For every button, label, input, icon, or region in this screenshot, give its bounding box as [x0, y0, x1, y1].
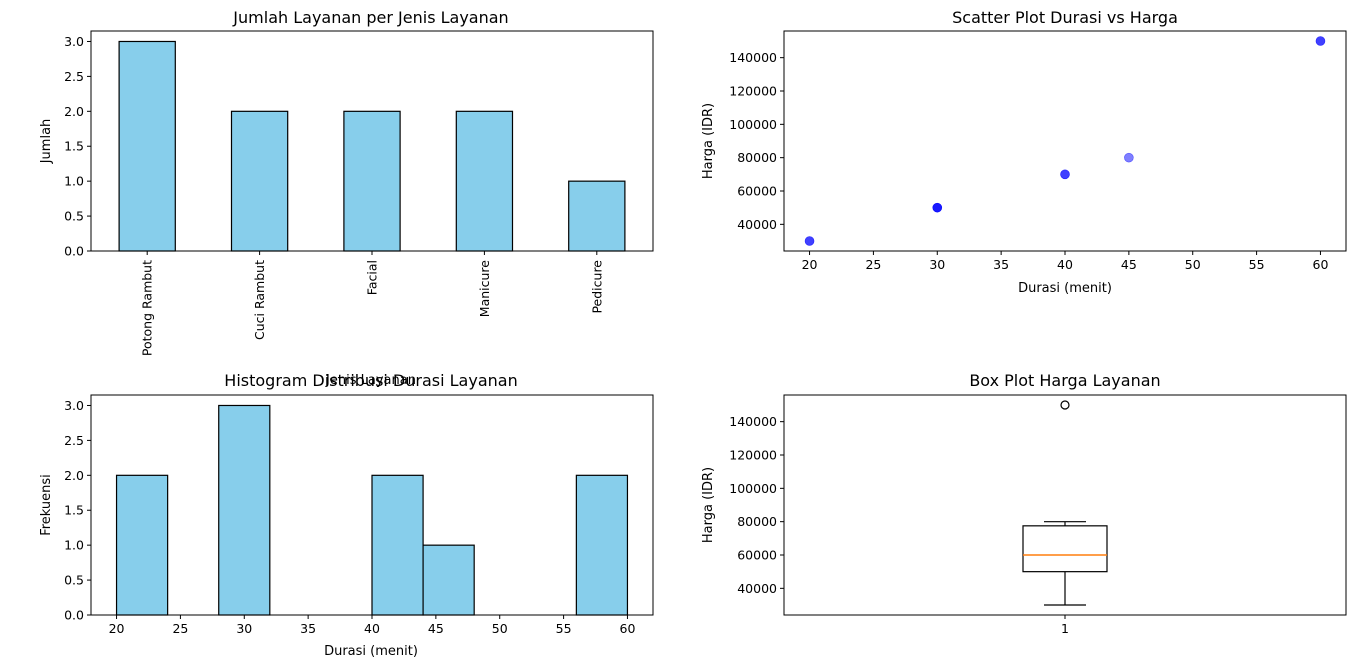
x-tick-label: 40 [364, 621, 380, 636]
x-tick-label: Facial [365, 260, 380, 295]
histogram-title: Histogram Distribusi Durasi Layanan [224, 371, 517, 390]
scatter-xlabel: Durasi (menit) [1018, 281, 1112, 296]
histogram-overlap-label: Jenis Layanan [325, 373, 416, 388]
y-tick-label: 0.0 [64, 608, 84, 623]
x-tick-label: Manicure [477, 260, 492, 317]
x-tick-label: 20 [802, 257, 818, 272]
histogram-bar [422, 544, 475, 616]
bar [118, 40, 176, 252]
histogram-ylabel: Frekuensi [39, 474, 54, 536]
boxplot-title: Box Plot Harga Layanan [969, 371, 1160, 390]
x-tick-label: 1 [1061, 621, 1069, 636]
boxplot-frame [783, 394, 1347, 616]
x-tick-label: 50 [492, 621, 508, 636]
scatter-frame [783, 30, 1347, 252]
scatter-point [1060, 169, 1070, 180]
x-tick-label: Pedicure [589, 260, 604, 314]
y-tick-label: 1.5 [64, 139, 84, 154]
bar [455, 110, 514, 252]
y-tick-label: 40000 [737, 581, 777, 596]
x-tick-label: 60 [1313, 257, 1329, 272]
scatter-title: Scatter Plot Durasi vs Harga [952, 8, 1178, 27]
scatter-point [1315, 36, 1326, 46]
x-tick-label: 40 [1057, 257, 1073, 272]
x-tick-label: 25 [865, 257, 881, 272]
y-tick-label: 0.5 [64, 209, 84, 224]
boxplot-panel: Box Plot Harga Layanan Harga (IDR) 40000… [701, 371, 1347, 636]
y-tick-label: 0.5 [64, 573, 84, 588]
scatter-point [1124, 152, 1134, 163]
y-tick-label: 2.0 [64, 468, 84, 483]
y-tick-label: 120000 [729, 84, 777, 99]
histogram-bar [371, 474, 424, 616]
y-tick-label: 1.5 [64, 503, 84, 518]
histogram-frame [90, 394, 654, 616]
x-tick-label: 25 [172, 621, 188, 636]
histogram-bar [218, 404, 271, 616]
y-tick-label: 2.5 [64, 69, 84, 84]
y-tick-label: 1.0 [64, 538, 84, 553]
scatter-point [932, 202, 943, 213]
x-tick-label: 30 [236, 621, 252, 636]
y-tick-label: 140000 [729, 414, 777, 429]
bar-chart-frame [90, 30, 654, 252]
y-tick-label: 80000 [737, 150, 777, 165]
y-tick-label: 3.0 [64, 398, 84, 413]
scatter-panel: Scatter Plot Durasi vs Harga Harga (IDR)… [701, 8, 1347, 296]
y-tick-label: 120000 [729, 448, 777, 463]
y-tick-label: 60000 [737, 548, 777, 563]
x-tick-label: 45 [1121, 257, 1137, 272]
x-tick-label: Potong Rambut [140, 260, 155, 356]
x-tick-label: 55 [1249, 257, 1265, 272]
y-tick-label: 3.0 [64, 34, 84, 49]
bar [568, 180, 626, 252]
y-tick-label: 1.0 [64, 174, 84, 189]
histogram-xlabel: Durasi (menit) [324, 644, 418, 659]
x-tick-label: 35 [993, 257, 1009, 272]
x-tick-label: 60 [620, 621, 636, 636]
histogram-bar [115, 474, 169, 616]
y-tick-label: 2.0 [64, 104, 84, 119]
y-tick-label: 140000 [729, 50, 777, 65]
x-tick-label: 55 [556, 621, 572, 636]
y-tick-label: 80000 [737, 514, 777, 529]
scatter-point [804, 236, 815, 246]
x-tick-label: 45 [428, 621, 444, 636]
y-tick-label: 0.0 [64, 244, 84, 259]
bar [230, 110, 289, 252]
bar [343, 110, 401, 252]
y-tick-label: 100000 [729, 117, 777, 132]
y-tick-label: 2.5 [64, 433, 84, 448]
y-tick-label: 100000 [729, 481, 777, 496]
x-tick-label: 30 [929, 257, 945, 272]
y-tick-label: 60000 [737, 184, 777, 199]
x-tick-label: Cuci Rambut [252, 260, 267, 340]
x-tick-label: 50 [1185, 257, 1201, 272]
bar-chart-ylabel: Jumlah [39, 119, 54, 165]
bar-chart-panel: Jumlah Layanan per Jenis Layanan Jumlah … [39, 8, 654, 356]
histogram-bar [575, 474, 629, 616]
histogram-panel: Histogram Distribusi Durasi Layanan Jeni… [39, 371, 654, 659]
x-tick-label: 35 [300, 621, 316, 636]
outlier-point [1060, 400, 1070, 410]
bar-chart-title: Jumlah Layanan per Jenis Layanan [232, 8, 508, 27]
scatter-ylabel: Harga (IDR) [701, 103, 716, 179]
boxplot-ylabel: Harga (IDR) [701, 467, 716, 543]
x-tick-label: 20 [109, 621, 125, 636]
y-tick-label: 40000 [737, 217, 777, 232]
box-iqr [1022, 525, 1108, 573]
